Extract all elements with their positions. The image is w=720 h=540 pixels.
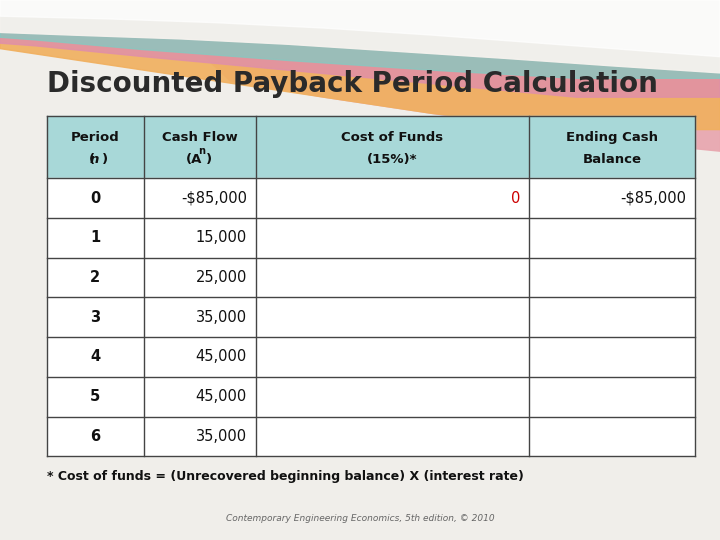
Text: -$85,000: -$85,000 (620, 191, 686, 206)
Text: Balance: Balance (582, 152, 642, 166)
Text: 3: 3 (90, 310, 101, 325)
Polygon shape (0, 0, 720, 130)
Text: 0: 0 (90, 191, 101, 206)
Text: -$85,000: -$85,000 (181, 191, 247, 206)
Text: 6: 6 (90, 429, 101, 444)
Text: 45,000: 45,000 (196, 389, 247, 404)
Polygon shape (0, 0, 720, 73)
Bar (47, 178, 695, 218)
Bar (47, 116, 695, 178)
Bar (47, 218, 695, 258)
Bar (47, 298, 695, 337)
Text: 25,000: 25,000 (196, 270, 247, 285)
Polygon shape (202, 0, 720, 151)
Text: 45,000: 45,000 (196, 349, 247, 364)
Polygon shape (0, 0, 720, 78)
Text: ): ) (206, 152, 212, 166)
Polygon shape (0, 0, 720, 57)
Text: 0: 0 (511, 191, 521, 206)
Text: * Cost of funds = (Unrecovered beginning balance) X (interest rate): * Cost of funds = (Unrecovered beginning… (47, 470, 523, 483)
Text: 1: 1 (90, 230, 101, 245)
Bar (47, 258, 695, 298)
Text: (15%)*: (15%)* (367, 152, 418, 166)
Text: Ending Cash: Ending Cash (566, 131, 658, 144)
Text: Discounted Payback Period Calculation: Discounted Payback Period Calculation (47, 70, 657, 98)
Text: (: ( (89, 152, 95, 166)
Text: Contemporary Engineering Economics, 5th edition, © 2010: Contemporary Engineering Economics, 5th … (225, 514, 495, 523)
Text: Period: Period (71, 131, 120, 144)
Text: ): ) (102, 152, 108, 166)
Text: 35,000: 35,000 (196, 310, 247, 325)
Text: Cash Flow: Cash Flow (162, 131, 238, 144)
Text: (A: (A (185, 152, 202, 166)
Text: Cost of Funds: Cost of Funds (341, 131, 444, 144)
Text: n: n (198, 146, 205, 157)
Text: 35,000: 35,000 (196, 429, 247, 444)
Bar (47, 337, 695, 377)
Polygon shape (0, 0, 720, 119)
Text: 4: 4 (90, 349, 101, 364)
Text: 5: 5 (90, 389, 101, 404)
Text: n: n (90, 152, 99, 166)
Bar (47, 416, 695, 456)
Text: 15,000: 15,000 (196, 230, 247, 245)
Bar (47, 377, 695, 416)
Polygon shape (0, 0, 720, 97)
Text: 2: 2 (90, 270, 101, 285)
